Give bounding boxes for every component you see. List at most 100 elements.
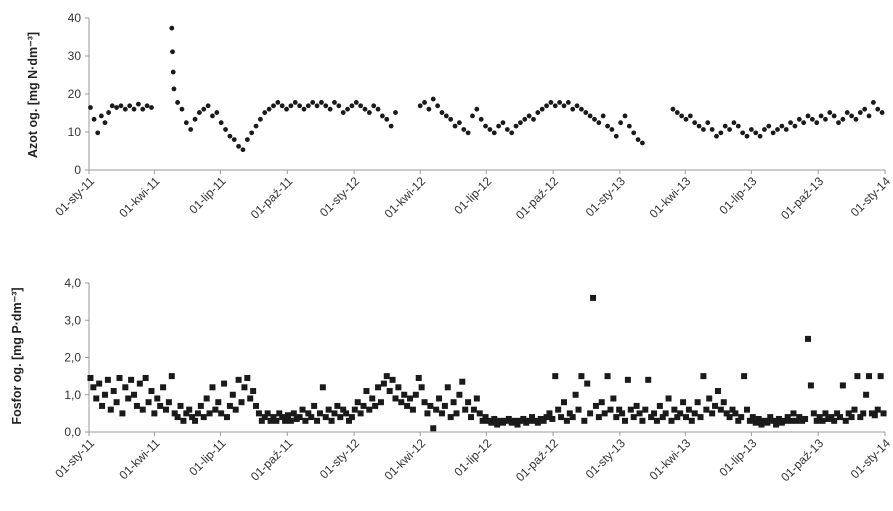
phosphorus-data-point bbox=[613, 414, 620, 421]
nitrogen-data-point bbox=[600, 113, 606, 119]
phosphorus-data-point bbox=[122, 384, 129, 391]
phosphorus-data-point bbox=[348, 414, 355, 421]
phosphorus-x-tick-label: 01-paź-12 bbox=[513, 436, 561, 484]
phosphorus-data-point bbox=[645, 376, 652, 383]
phosphorus-data-point bbox=[218, 410, 225, 417]
phosphorus-data-point bbox=[639, 417, 646, 424]
phosphorus-scatter-panel: Fosfor og. [mg P·dm⁻³] 0,0 1,0 2,0 3,0 4,0 01… bbox=[10, 276, 893, 484]
nitrogen-data-point bbox=[605, 123, 610, 129]
phosphorus-data-point bbox=[802, 415, 809, 422]
phosphorus-data-point bbox=[601, 410, 608, 417]
phosphorus-data-point bbox=[372, 402, 379, 409]
nitrogen-data-point bbox=[504, 127, 510, 132]
phosphorus-data-point bbox=[363, 388, 370, 395]
phosphorus-data-point bbox=[491, 415, 498, 422]
nitrogen-data-point bbox=[183, 120, 189, 126]
phosphorus-data-point bbox=[648, 414, 655, 421]
phosphorus-data-point bbox=[627, 406, 634, 413]
nitrogen-x-tick-label: 01-paź-13 bbox=[778, 174, 826, 222]
phosphorus-data-point bbox=[831, 417, 838, 424]
nitrogen-data-point bbox=[266, 106, 272, 112]
nitrogen-data-point bbox=[384, 116, 390, 122]
phosphorus-data-point bbox=[459, 378, 466, 385]
nitrogen-data-point bbox=[692, 120, 698, 126]
nitrogen-scatter-panel: Azot og. [mg N·dm⁻³] 0 10 20 30 40 01-sty-11 0… bbox=[26, 11, 893, 222]
phosphorus-data-point bbox=[828, 414, 835, 421]
phosphorus-data-point bbox=[781, 417, 788, 424]
phosphorus-data-point bbox=[325, 406, 332, 413]
phosphorus-data-point bbox=[726, 414, 733, 421]
nitrogen-data-point bbox=[170, 69, 176, 75]
phosphorus-data-point bbox=[744, 406, 751, 413]
phosphorus-data-point bbox=[732, 410, 739, 417]
nitrogen-data-point bbox=[443, 113, 449, 119]
nitrogen-x-tick-label: 01-sty-12 bbox=[317, 174, 363, 220]
phosphorus-data-point bbox=[816, 414, 823, 421]
nitrogen-y-axis-title: Azot og. [mg N·dm⁻³] bbox=[26, 32, 40, 158]
phosphorus-x-tick-label: 01-sty-12 bbox=[317, 436, 363, 482]
phosphorus-data-point bbox=[357, 410, 364, 417]
phosphorus-data-point bbox=[584, 380, 591, 387]
phosphorus-x-tick-label: 01-kwi-13 bbox=[647, 436, 694, 483]
phosphorus-data-point bbox=[526, 417, 533, 424]
phosphorus-data-point bbox=[720, 399, 727, 406]
phosphorus-data-point bbox=[578, 373, 585, 380]
phosphorus-data-point bbox=[706, 395, 713, 402]
phosphorus-data-point bbox=[119, 410, 126, 417]
phosphorus-data-point bbox=[380, 380, 387, 387]
phosphorus-data-point bbox=[421, 399, 428, 406]
nitrogen-data-point bbox=[380, 113, 385, 119]
phosphorus-data-point bbox=[514, 421, 521, 428]
phosphorus-data-point bbox=[453, 410, 460, 417]
phosphorus-data-point bbox=[805, 335, 812, 342]
phosphorus-data-point bbox=[404, 402, 411, 409]
nitrogen-data-point bbox=[705, 120, 711, 126]
phosphorus-data-point bbox=[250, 388, 257, 395]
phosphorus-data-point bbox=[145, 399, 152, 406]
phosphorus-data-point bbox=[665, 395, 672, 402]
phosphorus-x-tick-label: 01-lip-13 bbox=[717, 436, 760, 479]
nitrogen-y-tick-label: 0 bbox=[74, 163, 81, 177]
nitrogen-data-point bbox=[118, 103, 124, 109]
nitrogen-data-point bbox=[753, 130, 759, 136]
nitrogen-data-point bbox=[417, 103, 423, 109]
nitrogen-data-point bbox=[870, 100, 876, 105]
nitrogen-data-point bbox=[470, 113, 475, 119]
phosphorus-x-tick-label: 01-sty-14 bbox=[848, 436, 893, 482]
nitrogen-data-point bbox=[613, 133, 619, 139]
phosphorus-data-point bbox=[468, 414, 475, 421]
phosphorus-data-point bbox=[610, 395, 617, 402]
phosphorus-data-point bbox=[267, 417, 274, 424]
phosphorus-data-point bbox=[703, 406, 710, 413]
phosphorus-data-point bbox=[328, 417, 335, 424]
nitrogen-data-point bbox=[583, 110, 589, 115]
phosphorus-data-point bbox=[244, 374, 251, 381]
nitrogen-data-point bbox=[487, 127, 493, 132]
nitrogen-data-point bbox=[818, 113, 824, 119]
nitrogen-data-point bbox=[513, 123, 519, 129]
nitrogen-data-point bbox=[670, 106, 676, 112]
phosphorus-data-point bbox=[642, 406, 649, 413]
phosphorus-data-point bbox=[723, 410, 730, 417]
phosphorus-data-point bbox=[476, 410, 483, 417]
nitrogen-data-point bbox=[366, 110, 372, 115]
phosphorus-data-point bbox=[427, 402, 434, 409]
phosphorus-data-point bbox=[851, 406, 858, 413]
nitrogen-data-point bbox=[140, 106, 146, 112]
nitrogen-data-point bbox=[218, 120, 224, 126]
phosphorus-data-point bbox=[668, 417, 675, 424]
phosphorus-data-point bbox=[729, 406, 736, 413]
nitrogen-data-point bbox=[461, 127, 467, 132]
phosphorus-data-point bbox=[749, 414, 756, 421]
phosphorus-data-point bbox=[857, 414, 864, 421]
phosphorus-data-point bbox=[194, 410, 201, 417]
phosphorus-data-point bbox=[401, 391, 408, 398]
nitrogen-data-point bbox=[770, 130, 776, 136]
nitrogen-y-tick-label: 40 bbox=[68, 11, 82, 25]
phosphorus-data-point bbox=[505, 415, 512, 422]
phosphorus-x-tick-label: 01-kwi-12 bbox=[382, 436, 429, 483]
phosphorus-x-tick-label: 01-lip-12 bbox=[451, 436, 494, 479]
phosphorus-data-point bbox=[276, 410, 283, 417]
phosphorus-data-point bbox=[215, 399, 222, 406]
phosphorus-data-point bbox=[758, 421, 765, 428]
